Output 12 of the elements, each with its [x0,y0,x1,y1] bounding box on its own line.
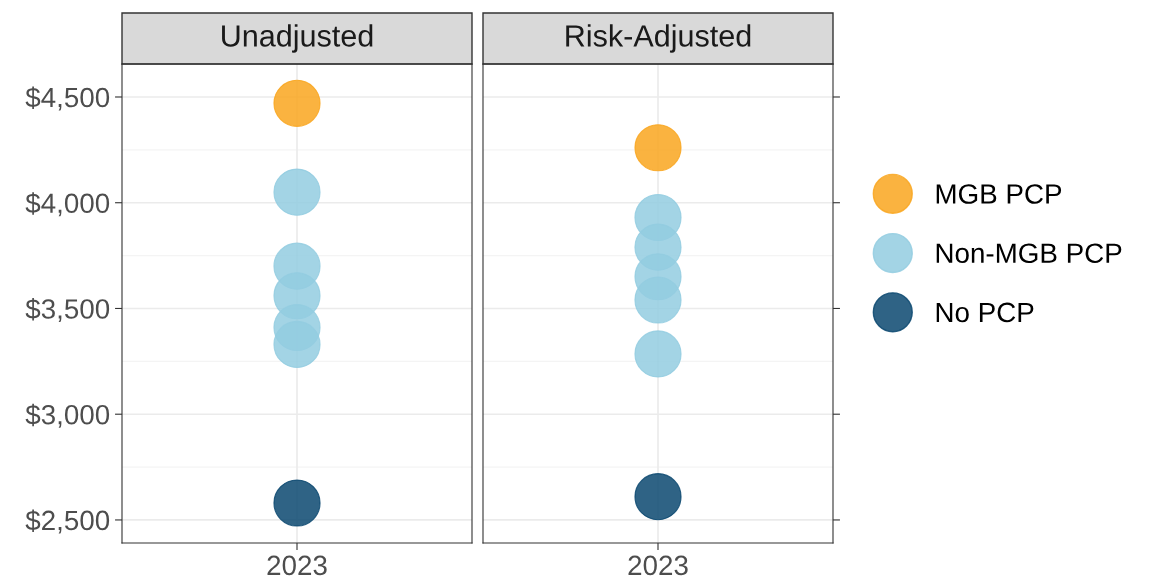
y-tick-label: $3,500 [25,297,110,323]
chart-title: Unadjusted [222,24,373,53]
y-tick-label: $4,500 [25,86,110,111]
y-tick-label: $2,500 [25,509,110,534]
y-tick-label: $4,000 [25,192,110,217]
x-tick-label: 2023 [628,555,688,576]
legend-label: MGB PCP [936,184,1062,204]
chart-title: Risk-Adjusted [566,24,751,53]
y-tick-label: $3,000 [25,403,110,428]
x-tick-label: 2023 [267,555,327,576]
legend-label: No PCP [936,302,1034,323]
legend-label: Non-MGB PCP [936,243,1122,264]
